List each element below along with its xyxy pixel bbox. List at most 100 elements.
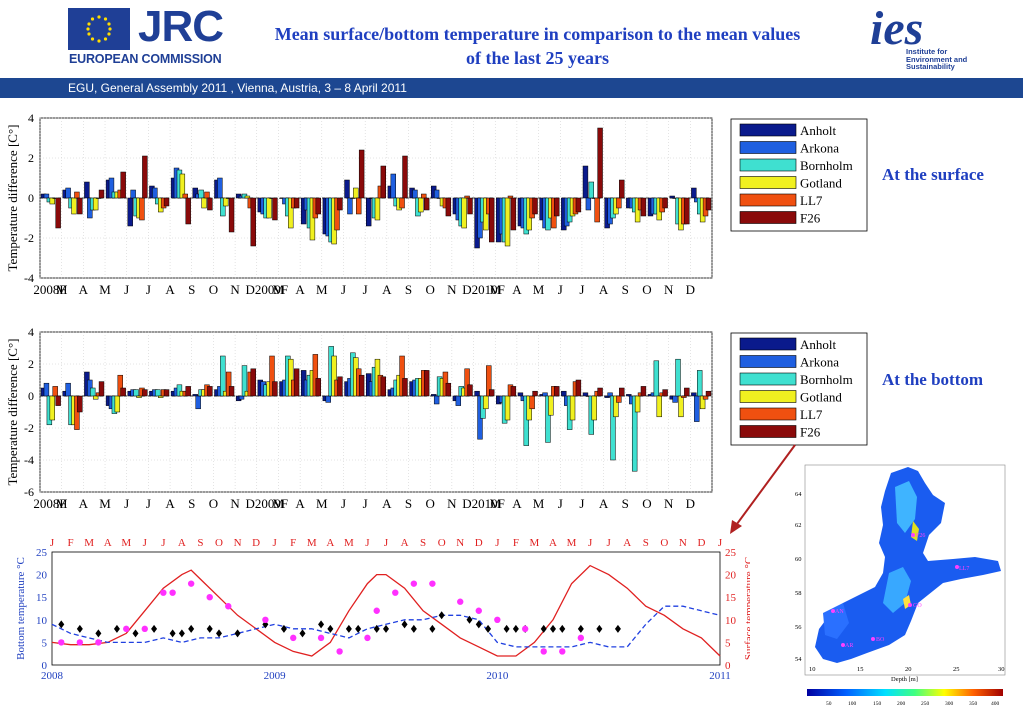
- map-station-label: F26: [916, 533, 925, 539]
- bar-gotland: [353, 187, 359, 199]
- bar-ll7: [464, 195, 470, 199]
- surface-observation-marker: [225, 603, 232, 610]
- bar-f26: [315, 378, 321, 397]
- bar-f26: [163, 389, 170, 397]
- ies-logo: ies Institute for Environment and Sustai…: [868, 2, 1013, 76]
- bar-ll7: [356, 197, 362, 215]
- y-tick-label: 0: [28, 191, 34, 205]
- bar-f26: [315, 197, 321, 215]
- x-tick-label: J: [579, 282, 584, 297]
- surface-label: At the surface: [882, 165, 984, 184]
- bar-bornholm: [588, 181, 594, 199]
- bar-ll7: [616, 197, 622, 209]
- left-y-tick-label: 5: [42, 637, 48, 649]
- bar-f26: [358, 149, 365, 199]
- jrc-logo: JRC EUROPEAN COMMISSION: [68, 2, 224, 70]
- surface-observation-marker: [262, 616, 269, 623]
- bar-arkona: [455, 395, 462, 406]
- bar-bornholm: [523, 395, 529, 446]
- bar-gotland: [136, 395, 142, 398]
- bar-f26: [380, 165, 387, 199]
- month-tick-label: D: [697, 537, 705, 549]
- x-tick-label: M: [99, 496, 111, 511]
- bar-arkona: [325, 395, 331, 403]
- surface-observation-marker: [187, 580, 195, 587]
- x-tick-label: M: [56, 496, 68, 511]
- x-tick-label: N: [230, 282, 240, 297]
- legend-label: F26: [800, 425, 821, 440]
- bar-gotland: [223, 197, 229, 207]
- bottom-observation-marker: [151, 624, 158, 633]
- y-axis-label: Temperature difference [C°]: [5, 339, 20, 486]
- bar-ll7: [74, 191, 80, 199]
- bar-gotland: [678, 395, 684, 418]
- bar-f26: [597, 127, 603, 199]
- bar-ll7: [616, 395, 622, 403]
- bar-f26: [380, 376, 387, 397]
- bottom-observation-marker: [550, 624, 556, 633]
- bar-gotland: [158, 395, 164, 398]
- bar-f26: [575, 379, 582, 397]
- legend-swatch: [739, 355, 797, 368]
- bar-f26: [120, 171, 126, 199]
- legend-label: Bornholm: [800, 372, 853, 387]
- bar-gotland: [634, 395, 641, 413]
- bottom-label: At the bottom: [882, 370, 984, 389]
- x-tick-label: J: [363, 282, 368, 297]
- x-tick-label: D2010F: [462, 496, 505, 511]
- bottom-observation-marker: [318, 620, 325, 629]
- bar-ll7: [269, 355, 275, 397]
- bar-bornholm: [220, 355, 226, 397]
- bar-f26: [293, 197, 300, 209]
- bar-anholt: [365, 197, 372, 227]
- bar-ll7: [464, 368, 470, 397]
- bar-arkona: [433, 189, 440, 199]
- bar-bornholm: [241, 365, 248, 397]
- colorbar-tick: 350: [969, 701, 978, 707]
- bar-gotland: [591, 395, 597, 421]
- x-tick-label: N: [447, 282, 457, 297]
- bar-bornholm: [90, 387, 96, 397]
- eu-flag-icon: [68, 8, 130, 50]
- bottom-line: [51, 605, 721, 648]
- colorbar-tick: 300: [945, 701, 954, 707]
- bar-f26: [489, 389, 495, 397]
- x-tick-label: M: [99, 282, 111, 297]
- bar-f26: [619, 179, 625, 199]
- bar-anholt: [192, 394, 198, 397]
- legend-swatch: [739, 123, 797, 137]
- ies-subtext: Institute for Environment and Sustainabi…: [906, 48, 967, 71]
- x-tick-label: S: [188, 282, 195, 297]
- x-tick-label: J: [341, 496, 346, 511]
- map-station-label: LL7: [959, 566, 969, 572]
- x-tick-label: 2008F: [33, 496, 66, 511]
- month-tick-label: O: [215, 537, 223, 549]
- month-tick-label: J: [50, 537, 55, 549]
- bar-f26: [185, 197, 191, 225]
- bar-arkona: [694, 395, 700, 422]
- month-tick-label: O: [438, 537, 446, 549]
- map-station-label: AR: [845, 643, 853, 649]
- left-y-tick-label: 25: [36, 547, 48, 559]
- legend-label: F26: [800, 211, 821, 226]
- y-tick-label: -2: [24, 231, 34, 245]
- plot-area: [39, 331, 713, 493]
- left-y-tick-label: 0: [42, 660, 48, 672]
- bar-bornholm: [133, 389, 139, 397]
- bar-f26: [142, 155, 148, 199]
- y-axis-label: Temperature difference [C°]: [5, 125, 20, 272]
- x-tick-label: D: [686, 496, 695, 511]
- x-tick-label: D2009F: [245, 496, 288, 511]
- x-tick-label: A: [512, 496, 522, 511]
- surface-observation-marker: [540, 648, 547, 655]
- bar-f26: [532, 197, 538, 215]
- x-tick-label: S: [188, 496, 195, 511]
- surface-observation-marker: [429, 580, 436, 587]
- bar-arkona: [542, 392, 548, 397]
- bottom-observation-marker: [169, 629, 176, 638]
- bottom-observation-marker: [234, 629, 241, 638]
- month-tick-label: S: [197, 537, 203, 549]
- surface-chart-legend: Anholt Arkona Bornholm Gotland LL7 F26: [730, 118, 868, 232]
- month-tick-label: M: [344, 537, 354, 549]
